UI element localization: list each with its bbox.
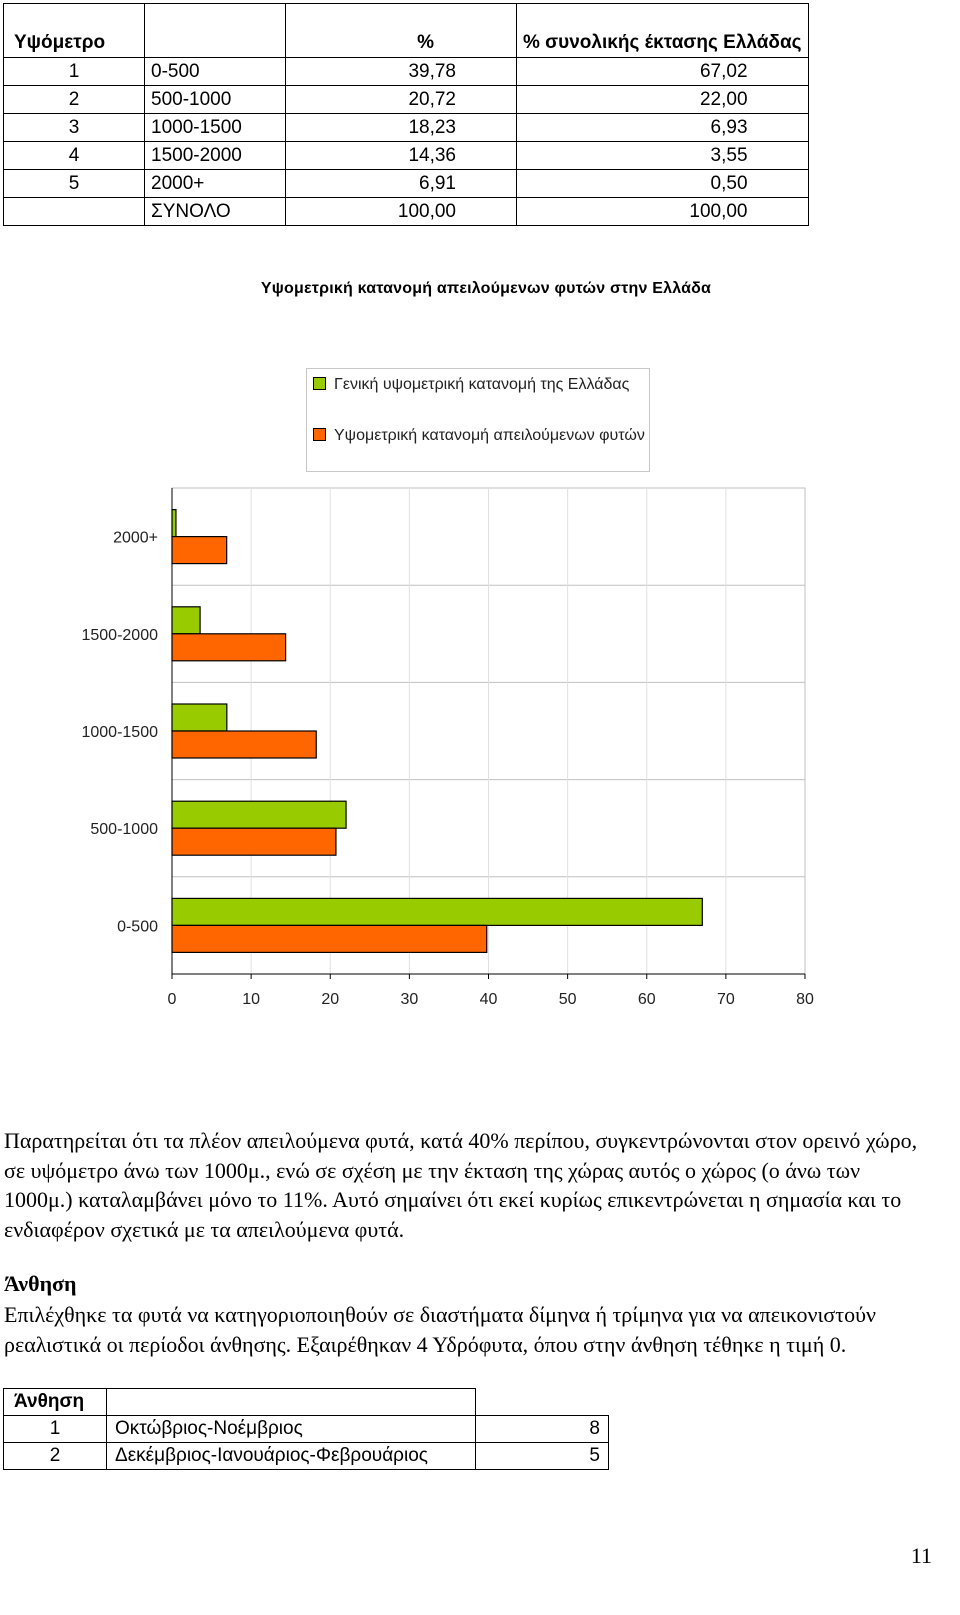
x-tick-label: 80 <box>796 991 814 1008</box>
x-tick-label: 70 <box>717 991 735 1008</box>
bar-threatened-0-500 <box>171 924 488 953</box>
legend-label-general: Γενική υψομετρική κατανομή της Ελλάδας <box>334 376 630 393</box>
bar-general-1500-2000 <box>171 606 201 635</box>
row-percent: 18,23 <box>285 113 517 142</box>
row-percent-total: 0,50 <box>516 169 809 198</box>
header-percent-total: % συνολικής έκτασης Ελλάδας <box>516 3 809 58</box>
section-heading-flowering: Άνθηση <box>4 1271 77 1296</box>
row-number: 2 <box>3 1442 107 1470</box>
bar-general-1000-1500 <box>171 703 228 732</box>
row-range: 1500-2000 <box>144 141 286 170</box>
paragraph-observation: Παρατηρείται ότι τα πλέον απειλούμενα φυ… <box>4 1128 918 1242</box>
row-count: 8 <box>475 1415 609 1443</box>
paragraph-flowering: Επιλέχθηκε τα φυτά να κατηγοριοποιηθούν … <box>4 1302 876 1357</box>
bar-threatened-2000+ <box>171 535 228 565</box>
table-row: 5 2000+ 6,91 0,50 <box>3 169 809 198</box>
table-row: 4 1500-2000 14,36 3,55 <box>3 141 809 170</box>
category-label: 2000+ <box>113 530 158 547</box>
row-range: 2000+ <box>144 169 286 198</box>
x-tick-label: 30 <box>400 991 418 1008</box>
flowering-header-empty <box>106 1388 476 1416</box>
table-row: 3 1000-1500 18,23 6,93 <box>3 113 809 142</box>
row-period: Οκτώβριος-Νοέμβριος <box>106 1415 476 1443</box>
legend-swatch-threatened <box>313 428 326 441</box>
x-tick-label: 20 <box>321 991 339 1008</box>
row-percent: 20,72 <box>285 85 517 114</box>
row-percent-total: 3,55 <box>516 141 809 170</box>
x-tick-label: 10 <box>242 991 260 1008</box>
flowering-table: Άνθηση 1 Οκτώβριος-Νοέμβριος 8 2 Δεκέμβρ… <box>3 1388 609 1470</box>
flowering-header: Άνθηση <box>3 1388 107 1416</box>
row-count: 5 <box>475 1442 609 1470</box>
category-label: 500-1000 <box>90 821 158 838</box>
category-label: 1500-2000 <box>81 627 158 644</box>
total-label: ΣΥΝΟΛΟ <box>144 197 286 226</box>
row-period: Δεκέμβριος-Ιανουάριος-Φεβρουάριος <box>106 1442 476 1470</box>
header-range <box>144 3 286 58</box>
row-number: 2 <box>3 85 145 114</box>
page-number: 11 <box>910 1543 932 1568</box>
category-label: 0-500 <box>117 918 158 935</box>
header-altitude: Υψόμετρο <box>3 3 145 58</box>
table-row: 1 Οκτώβριος-Νοέμβριος 8 <box>3 1415 609 1443</box>
total-percent: 100,00 <box>285 197 517 226</box>
category-label: 1000-1500 <box>81 724 158 741</box>
row-number: 4 <box>3 141 145 170</box>
table-row: 1 0-500 39,78 67,02 <box>3 57 809 86</box>
flowering-table-header: Άνθηση <box>3 1388 609 1416</box>
x-tick-label: 0 <box>168 991 177 1008</box>
bar-general-500-1000 <box>171 800 347 829</box>
bar-threatened-1500-2000 <box>171 633 287 662</box>
table-row: 2 500-1000 20,72 22,00 <box>3 85 809 114</box>
row-percent-total: 67,02 <box>516 57 809 86</box>
legend-item-threatened: Υψομετρική κατανομή απειλούμενων φυτών <box>313 424 654 447</box>
row-number: 1 <box>3 1415 107 1443</box>
bar-general-2000+ <box>171 509 177 538</box>
total-empty <box>3 197 145 226</box>
row-number: 3 <box>3 113 145 142</box>
legend-item-general: Γενική υψομετρική κατανομή της Ελλάδας <box>313 373 654 396</box>
bar-general-0-500 <box>171 897 703 926</box>
bar-threatened-500-1000 <box>171 827 337 856</box>
table-row: 2 Δεκέμβριος-Ιανουάριος-Φεβρουάριος 5 <box>3 1442 609 1470</box>
altitude-table: Υψόμετρο % % συνολικής έκτασης Ελλάδας 1… <box>3 3 809 226</box>
x-tick-label: 50 <box>559 991 577 1008</box>
row-range: 500-1000 <box>144 85 286 114</box>
row-number: 1 <box>3 57 145 86</box>
bar-threatened-1000-1500 <box>171 730 317 759</box>
table-total-row: ΣΥΝΟΛΟ 100,00 100,00 <box>3 197 809 226</box>
row-percent: 39,78 <box>285 57 517 86</box>
flowering-header-empty-2 <box>475 1388 609 1416</box>
bar-chart: 0-500 500-1000 1000-1500 1500-2000 2000+ 0 10 2… <box>81 487 814 1008</box>
chart-title: Υψομετρική κατανομή απειλούμενων φυτών σ… <box>260 280 712 297</box>
row-number: 5 <box>3 169 145 198</box>
x-tick-label: 60 <box>638 991 656 1008</box>
x-tick-label: 40 <box>480 991 498 1008</box>
altitude-table-header: Υψόμετρο % % συνολικής έκτασης Ελλάδας <box>3 3 809 58</box>
row-range: 1000-1500 <box>144 113 286 142</box>
row-range: 0-500 <box>144 57 286 86</box>
header-percent: % <box>285 3 517 58</box>
legend-swatch-general <box>313 377 326 390</box>
total-percent-total: 100,00 <box>516 197 809 226</box>
chart-legend: Γενική υψομετρική κατανομή της Ελλάδας Υ… <box>306 368 650 472</box>
row-percent: 6,91 <box>285 169 517 198</box>
legend-label-threatened: Υψομετρική κατανομή απειλούμενων φυτών <box>334 427 645 444</box>
row-percent-total: 6,93 <box>516 113 809 142</box>
row-percent: 14,36 <box>285 141 517 170</box>
row-percent-total: 22,00 <box>516 85 809 114</box>
